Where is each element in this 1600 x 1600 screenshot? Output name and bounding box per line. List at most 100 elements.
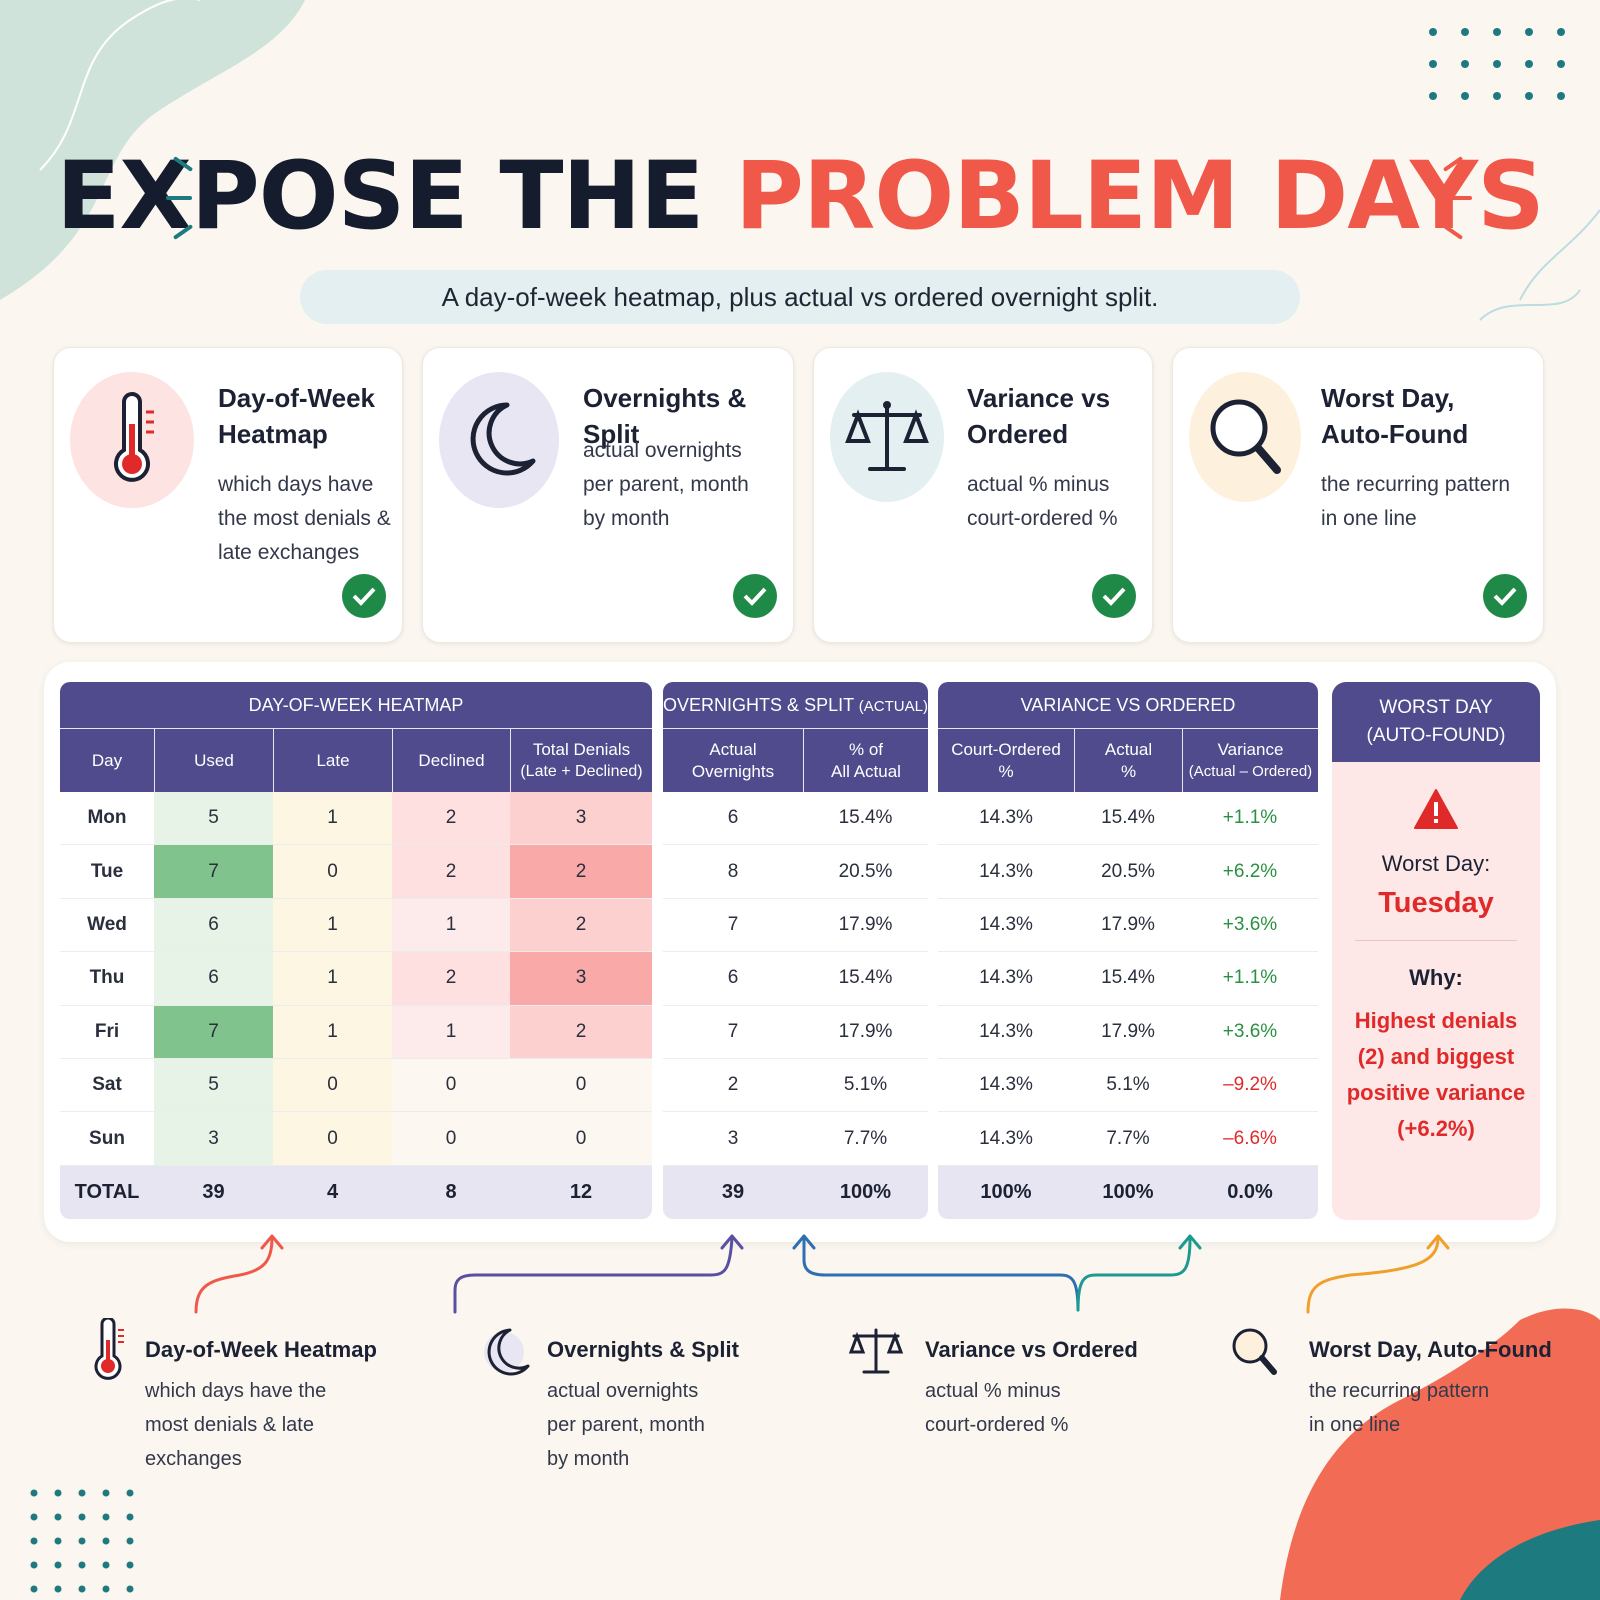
heatmap-cell-late: 1 [273, 898, 392, 952]
variance-cell-variance: –6.6% [1223, 1127, 1277, 1149]
variance-cell-actual: 17.9% [1101, 1020, 1155, 1042]
reason-line: positive variance [1346, 1080, 1526, 1105]
overnights-cell-pct: 7.7% [843, 1127, 888, 1149]
legend-desc-line: court-ordered % [925, 1414, 1069, 1436]
header-line: Variance [1217, 739, 1284, 759]
variance-cell-variance: –9.2% [1223, 1074, 1277, 1096]
legend-desc-line: actual overnights [547, 1380, 699, 1402]
header-line: % [998, 761, 1014, 781]
column-header-used: Used [154, 729, 273, 792]
legend-desc-line: the recurring pattern [1309, 1380, 1490, 1402]
section-title-suffix: (ACTUAL) [858, 698, 928, 715]
feature-card-desc: actual overnights per parent, month by m… [583, 434, 749, 536]
worst-day-header-line: WORST DAY [1379, 697, 1493, 718]
heatmap-cell-used: 5 [154, 792, 273, 845]
legend-desc-line: by month [547, 1448, 630, 1470]
reason-line: Highest denials [1354, 1008, 1518, 1033]
feature-card-desc: which days have the most denials & late … [218, 468, 391, 570]
legend-desc-line: in one line [1309, 1414, 1401, 1436]
feature-card-title: Overnights & Split [583, 380, 793, 452]
heatmap-cell-declined: 2 [392, 845, 510, 898]
heatmap-cell-total: 0 [510, 1112, 652, 1165]
variance-cell-ordered: 14.3% [979, 913, 1033, 935]
column-header-day: Day [91, 750, 123, 770]
feature-title-line: Worst Day, [1321, 383, 1455, 413]
total-actual: 100% [1102, 1180, 1154, 1203]
title-tick-right-2 [1446, 196, 1472, 200]
variance-cell-ordered: 14.3% [979, 1127, 1033, 1149]
heatmap-cell-total: 3 [510, 792, 652, 845]
overnights-column-headers: Actual Overnights % of All Actual [663, 728, 928, 792]
variance-cell-ordered: 14.3% [979, 967, 1033, 989]
heatmap-cell-day: Sat [60, 1058, 154, 1112]
feature-desc-line: the recurring pattern [1321, 473, 1511, 496]
feature-desc-line: in one line [1321, 507, 1417, 530]
heatmap-cell-day: Tue [60, 845, 154, 898]
header-line: (Late + Declined) [520, 762, 643, 780]
overnights-cell-pct: 17.9% [838, 913, 893, 935]
column-header-declined: Declined [392, 729, 510, 792]
variance-cell-ordered: 14.3% [979, 860, 1033, 882]
table-row: Fri 7 1 1 2 [60, 1005, 652, 1059]
legend-desc-line: actual % minus [925, 1380, 1061, 1402]
heatmap-cell-late: 0 [273, 1112, 392, 1165]
dot-grid-bottom-left [30, 1489, 134, 1593]
total-used: 39 [202, 1180, 225, 1203]
table-row: Mon 5 1 2 3 [60, 792, 652, 846]
total-pct: 100% [839, 1180, 892, 1203]
reason-line: (2) and biggest [1357, 1044, 1515, 1069]
header-line: Actual [709, 739, 757, 759]
heatmap-section-title: DAY-OF-WEEK HEATMAP [60, 682, 652, 728]
variance-cell-actual: 7.7% [1106, 1127, 1150, 1149]
overnights-body: 6 15.4% 8 20.5% 7 17.9% 6 15.4% 7 17.9% 2 5.1% 3 7.7% [663, 792, 928, 1166]
section-title-text: OVERNIGHTS & SPLIT [663, 695, 854, 715]
magnifier-icon [1210, 399, 1281, 474]
overnights-table: OVERNIGHTS & SPLIT (ACTUAL) Actual Overn… [663, 682, 928, 1219]
feature-card-desc: the recurring pattern in one line [1321, 468, 1510, 536]
heatmap-cell-declined: 0 [392, 1058, 510, 1112]
feature-title-line: Ordered [967, 419, 1069, 449]
feature-card-desc: actual % minus court-ordered % [967, 468, 1118, 536]
heatmap-cell-late: 0 [273, 1058, 392, 1112]
divider [1355, 940, 1517, 941]
overnights-cell-count: 6 [727, 967, 739, 989]
moon-icon [470, 402, 536, 476]
variance-cell-ordered: 14.3% [979, 1020, 1033, 1042]
header-line: Overnights [691, 761, 775, 781]
feature-icon-bubble [70, 372, 194, 508]
moon-icon [484, 1328, 530, 1376]
variance-body: 14.3% 15.4% +1.1% 14.3% 20.5% +6.2% 14.3% 17.9%… [938, 792, 1318, 1166]
variance-cell-variance: +3.6% [1222, 913, 1278, 935]
header-line: (Actual – Ordered) [1188, 762, 1313, 780]
heatmap-cell-late: 1 [273, 1005, 392, 1058]
feature-desc-line: which days have [218, 473, 374, 496]
heatmap-cell-used: 6 [154, 898, 273, 952]
feature-card-variance: Variance vs Ordered actual % minus court… [813, 347, 1153, 643]
table-row: 6 15.4% [663, 792, 928, 846]
check-icon [1483, 574, 1527, 618]
feature-icon-bubble [830, 372, 944, 502]
overnights-cell-pct: 15.4% [838, 807, 893, 829]
reason-line: (+6.2%) [1397, 1116, 1475, 1141]
legend-desc: actual overnights per parent, month by m… [547, 1374, 705, 1476]
heatmap-cell-declined: 2 [392, 792, 510, 845]
overnights-cell-count: 7 [727, 913, 739, 935]
legend-title: Worst Day, Auto-Found [1309, 1337, 1552, 1362]
feature-desc-line: late exchanges [218, 541, 360, 564]
legend-desc-line: most denials & late [145, 1414, 314, 1436]
thermometer-icon [114, 392, 154, 482]
total-denials: 12 [569, 1180, 593, 1203]
worst-day-value: Tuesday [1378, 887, 1494, 919]
why-label: Why: [1409, 965, 1463, 990]
subtitle: A day-of-week heatmap, plus actual vs or… [300, 270, 1300, 324]
total-variance: 0.0% [1227, 1180, 1273, 1203]
heatmap-cell-used: 7 [154, 845, 273, 898]
table-row: 2 5.1% [663, 1059, 928, 1113]
feature-card-overnights: Overnights & Split actual overnights per… [422, 347, 794, 643]
table-row: 14.3% 17.9% +3.6% [938, 899, 1318, 953]
warning-icon [1332, 788, 1540, 835]
table-row: 8 20.5% [663, 845, 928, 899]
overnights-cell-count: 3 [727, 1127, 739, 1149]
feature-title-line: Heatmap [218, 419, 328, 449]
total-ordered: 100% [980, 1180, 1032, 1203]
